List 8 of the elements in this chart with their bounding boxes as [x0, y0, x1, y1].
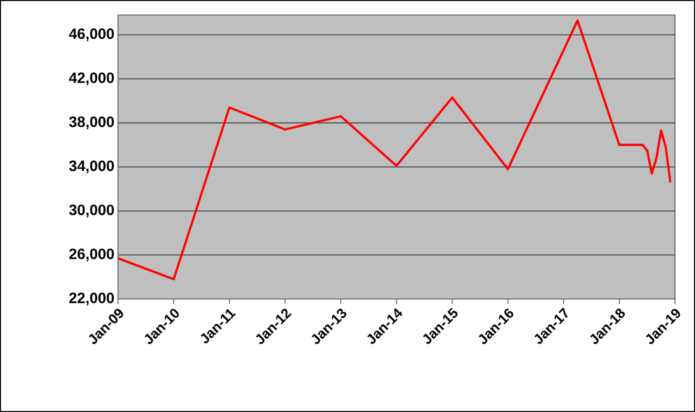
y-tick-label: 34,000	[69, 160, 114, 174]
y-tick-label: 42,000	[68, 72, 114, 86]
y-tick-label: 26,000	[69, 248, 114, 262]
y-tick-label: 22,000	[69, 292, 114, 306]
line-series	[118, 19, 672, 280]
y-tick-label: 46,000	[68, 28, 114, 42]
y-tick-label: 38,000	[69, 116, 114, 130]
y-tick-label: 30,000	[69, 204, 114, 218]
